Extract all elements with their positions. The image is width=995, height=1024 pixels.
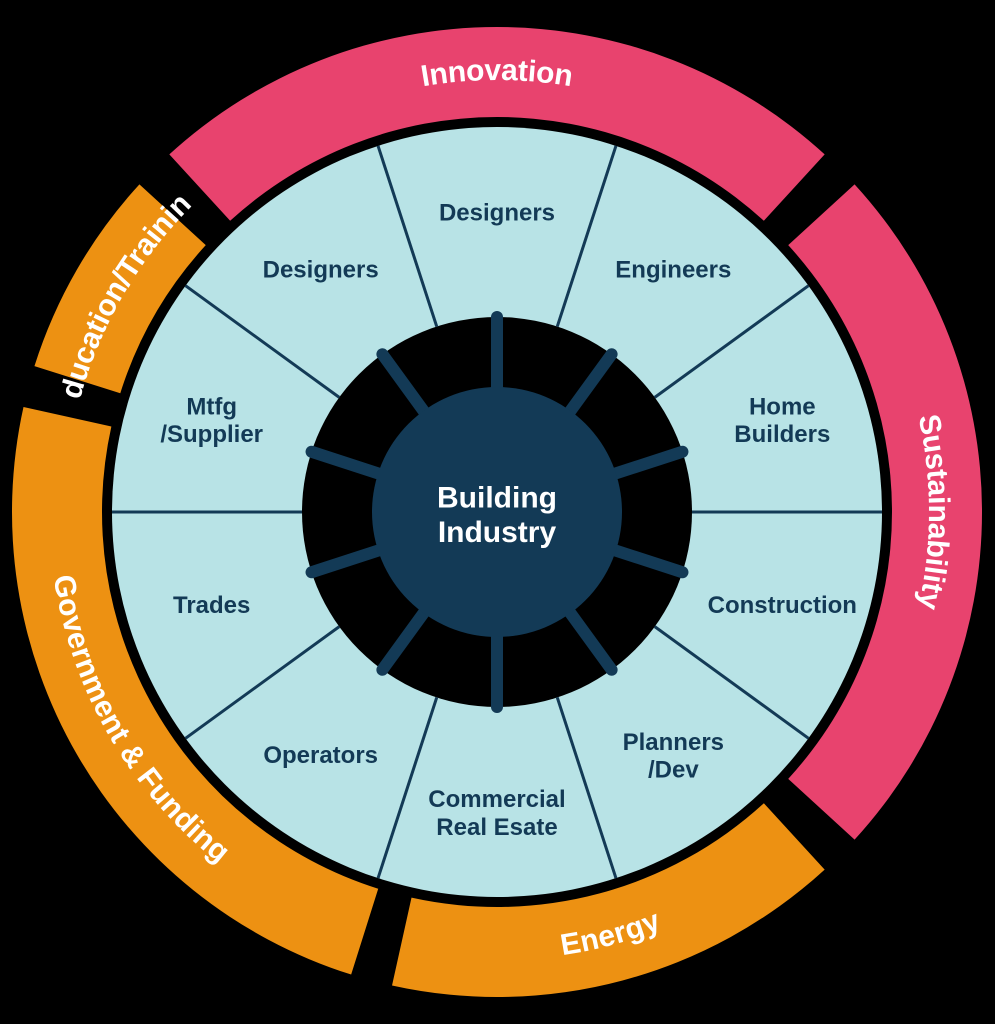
center-label: BuildingIndustry <box>437 482 557 550</box>
inner-segment-label: Trades <box>173 592 250 619</box>
inner-segment-label: Engineers <box>615 257 731 284</box>
inner-segment-label: Designers <box>439 199 555 226</box>
inner-segment-label: Designers <box>263 257 379 284</box>
inner-segment-label: Operators <box>263 742 378 769</box>
radial-diagram: InnovationSustainabilityEnergyGovernment… <box>0 0 995 1024</box>
inner-segment-label: Construction <box>708 592 857 619</box>
inner-segment-label: CommercialReal Esate <box>428 786 565 841</box>
